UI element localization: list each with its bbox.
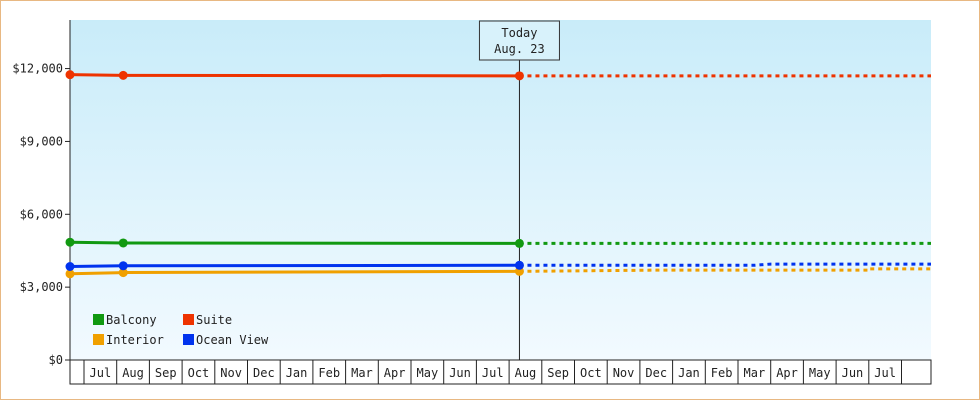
month-label: Jan [678,366,700,380]
balcony-data-point [118,238,128,248]
month-label: Aug [515,366,537,380]
today-marker: Today Aug. 23 [478,20,560,360]
ocean-view-history-line [69,263,520,268]
month-label: Mar [351,366,373,380]
month-label: Sep [547,366,569,380]
ocean-view-forecast-line [519,262,931,267]
y-tick-label: $6,000 [20,207,63,221]
month-label: Jun [449,366,471,380]
legend: Balcony Suite Interior Ocean View [93,313,269,347]
interior-legend-label: Interior [106,333,164,347]
month-label: Mar [744,366,766,380]
interior-forecast-line [519,267,931,273]
month-label: Jul [482,366,504,380]
y-tick-label: $0 [49,353,63,367]
month-label: Apr [776,366,798,380]
month-label: Jul [90,366,112,380]
balcony-data-point [514,238,524,248]
month-label: Nov [220,366,242,380]
balcony-history-line [69,240,520,245]
month-label: Oct [188,366,210,380]
month-label: Dec [645,366,667,380]
ocean-view-data-point [514,260,524,270]
month-label: Jan [286,366,308,380]
balcony-legend-swatch [93,314,104,325]
ocean-view-data-point [65,262,75,271]
ocean-view-legend-swatch [183,334,194,345]
today-label: Today [501,26,537,40]
month-label: Sep [155,366,177,380]
month-strip [69,359,932,385]
month-label: Feb [318,366,340,380]
interior-data-point [65,269,75,279]
balcony-legend-label: Balcony [106,313,157,327]
suite-legend-swatch [183,314,194,325]
today-box [478,20,560,61]
interior-legend-swatch [93,334,104,345]
month-label: Aug [122,366,144,380]
plot-area [70,20,931,360]
month-label: Feb [711,366,733,380]
interior-data-point [118,268,128,278]
ocean-view-data-point [118,261,128,271]
series-lines [65,70,931,279]
month-label: Nov [613,366,635,380]
y-tick-label: $3,000 [20,280,63,294]
month-label: Dec [253,366,275,380]
y-tick-label: $12,000 [12,62,63,76]
balcony-data-point [65,237,75,247]
ocean-view-legend-label: Ocean View [196,333,269,347]
suite-history-line [69,73,520,78]
today-date: Aug. 23 [494,42,545,56]
month-label: Jul [874,366,896,380]
month-label: May [809,366,831,380]
suite-data-point [118,70,128,80]
month-label: May [417,366,439,380]
suite-legend-label: Suite [196,313,232,327]
suite-data-point [514,71,524,81]
month-label: Jun [842,366,864,380]
suite-data-point [65,70,75,80]
axes: $0 $3,000 $6,000 $9,000 $12,000 Jul Aug Sep Oct N… [12,20,932,385]
y-tick-label: $9,000 [20,134,63,148]
month-label: Oct [580,366,602,380]
month-label: Apr [384,366,406,380]
